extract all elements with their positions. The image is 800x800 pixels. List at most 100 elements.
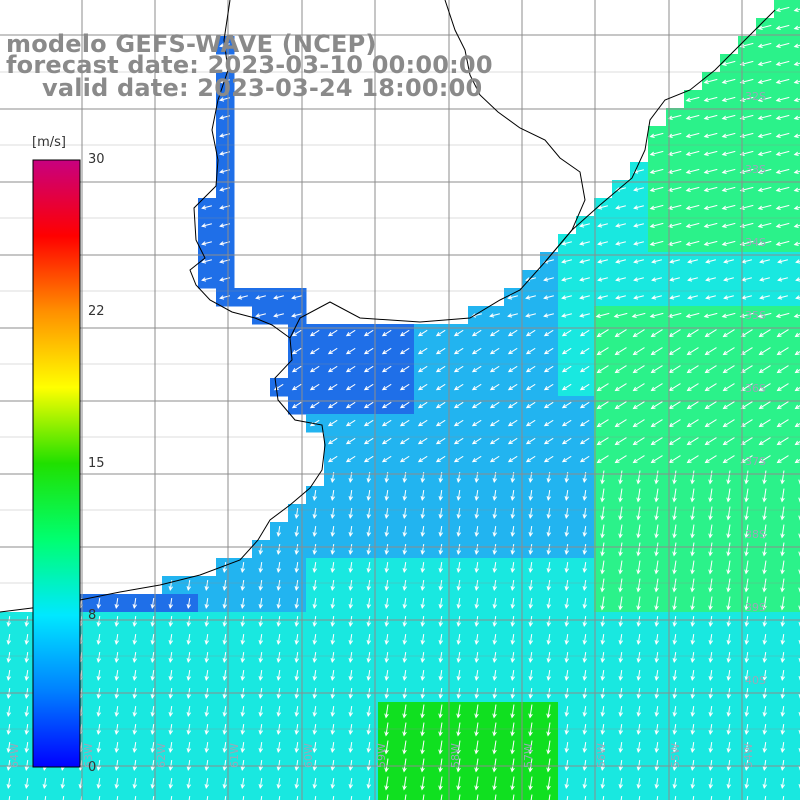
wind-arrow bbox=[114, 741, 119, 754]
wind-arrow bbox=[708, 524, 713, 539]
wind-arrow bbox=[636, 669, 641, 682]
wind-arrow bbox=[492, 507, 497, 520]
wind-arrow bbox=[650, 365, 663, 374]
wind-arrow bbox=[384, 669, 389, 682]
wind-arrow bbox=[132, 741, 137, 754]
wind-arrow bbox=[600, 705, 605, 718]
wind-arrow bbox=[704, 347, 717, 356]
lat-label: 32S bbox=[745, 90, 766, 103]
wind-arrow bbox=[600, 542, 605, 557]
wind-arrow bbox=[649, 150, 664, 156]
wind-arrow bbox=[721, 186, 736, 192]
wind-arrow bbox=[528, 597, 533, 610]
wind-arrow bbox=[366, 615, 371, 628]
wind-arrow bbox=[528, 776, 533, 791]
wind-arrow bbox=[654, 651, 659, 664]
wind-arrow bbox=[721, 240, 736, 246]
wind-arrow bbox=[186, 615, 191, 628]
wind-arrow bbox=[757, 114, 772, 120]
wind-arrow bbox=[417, 419, 428, 427]
wind-arrow bbox=[780, 560, 785, 575]
wind-arrow bbox=[703, 186, 718, 192]
wind-cell bbox=[576, 792, 595, 800]
wind-arrow bbox=[582, 759, 587, 772]
wind-arrow bbox=[548, 794, 551, 800]
wind-arrow bbox=[276, 597, 281, 610]
colorbar-tick-22: 22 bbox=[88, 304, 105, 319]
wind-arrow bbox=[726, 669, 731, 682]
wind-arrow bbox=[672, 524, 677, 539]
wind-arrow bbox=[402, 651, 407, 664]
wind-arrow bbox=[474, 669, 479, 682]
wind-arrow bbox=[24, 705, 29, 718]
wind-arrow bbox=[453, 347, 464, 355]
wind-arrow bbox=[636, 741, 641, 754]
wind-arrow bbox=[582, 651, 587, 664]
wind-arrow bbox=[456, 597, 461, 610]
wind-arrow bbox=[564, 615, 569, 628]
lon-label: 57W bbox=[522, 743, 535, 768]
wind-arrow bbox=[757, 132, 772, 138]
wind-arrow bbox=[494, 794, 497, 800]
wind-arrow bbox=[384, 561, 389, 574]
wind-arrow bbox=[276, 633, 281, 646]
wind-arrow bbox=[561, 329, 572, 337]
wind-arrow bbox=[402, 615, 407, 628]
wind-arrow bbox=[762, 524, 767, 539]
wind-arrow bbox=[402, 579, 407, 592]
wind-arrow bbox=[201, 205, 212, 210]
wind-arrow bbox=[582, 705, 587, 718]
wind-arrow bbox=[775, 42, 790, 48]
wind-arrow bbox=[456, 543, 461, 556]
wind-arrow bbox=[132, 759, 137, 772]
wind-arrow bbox=[402, 561, 407, 574]
lat-label: 40S bbox=[745, 674, 766, 687]
wind-arrow bbox=[780, 777, 785, 790]
wind-arrow bbox=[668, 437, 681, 446]
wind-arrow bbox=[582, 741, 587, 754]
wind-arrow bbox=[222, 777, 227, 790]
wind-arrow bbox=[312, 543, 317, 556]
wind-arrow bbox=[24, 615, 29, 628]
lat-label: 34S bbox=[745, 236, 766, 249]
wind-arrow bbox=[273, 313, 284, 318]
wind-arrow bbox=[615, 259, 626, 264]
wind-arrow bbox=[402, 740, 407, 755]
wind-arrow bbox=[6, 705, 11, 718]
lat-label: 36S bbox=[745, 382, 766, 395]
wind-arrow bbox=[420, 633, 425, 646]
wind-arrow bbox=[564, 525, 569, 538]
wind-arrow bbox=[690, 560, 695, 575]
wind-arrow bbox=[746, 795, 749, 800]
wind-arrow bbox=[757, 24, 772, 30]
wind-arrow bbox=[546, 704, 551, 719]
wind-arrow bbox=[723, 295, 734, 300]
wind-arrow bbox=[561, 365, 572, 373]
wind-arrow bbox=[654, 560, 659, 575]
wind-cell bbox=[720, 792, 739, 800]
wind-arrow bbox=[363, 347, 374, 355]
wind-arrow bbox=[777, 295, 788, 300]
wind-arrow bbox=[618, 759, 623, 772]
wind-arrow bbox=[726, 470, 731, 485]
wind-arrow bbox=[703, 222, 718, 228]
wind-arrow bbox=[798, 569, 800, 575]
wind-arrow bbox=[114, 759, 119, 772]
wind-cell bbox=[270, 792, 289, 800]
wind-arrow bbox=[258, 651, 263, 664]
wind-arrow bbox=[204, 651, 209, 664]
wind-arrow bbox=[366, 597, 371, 610]
wind-arrow bbox=[798, 639, 800, 645]
wind-cell bbox=[342, 792, 361, 800]
wind-arrow bbox=[793, 115, 800, 120]
wind-arrow bbox=[309, 365, 320, 373]
wind-arrow bbox=[794, 440, 800, 446]
wind-arrow bbox=[489, 383, 500, 391]
wind-arrow bbox=[794, 368, 800, 374]
wind-arrow bbox=[744, 596, 749, 611]
wind-arrow bbox=[703, 96, 718, 102]
wind-arrow bbox=[543, 277, 554, 282]
lat-label: 38S bbox=[745, 528, 766, 541]
wind-arrow bbox=[672, 488, 677, 503]
